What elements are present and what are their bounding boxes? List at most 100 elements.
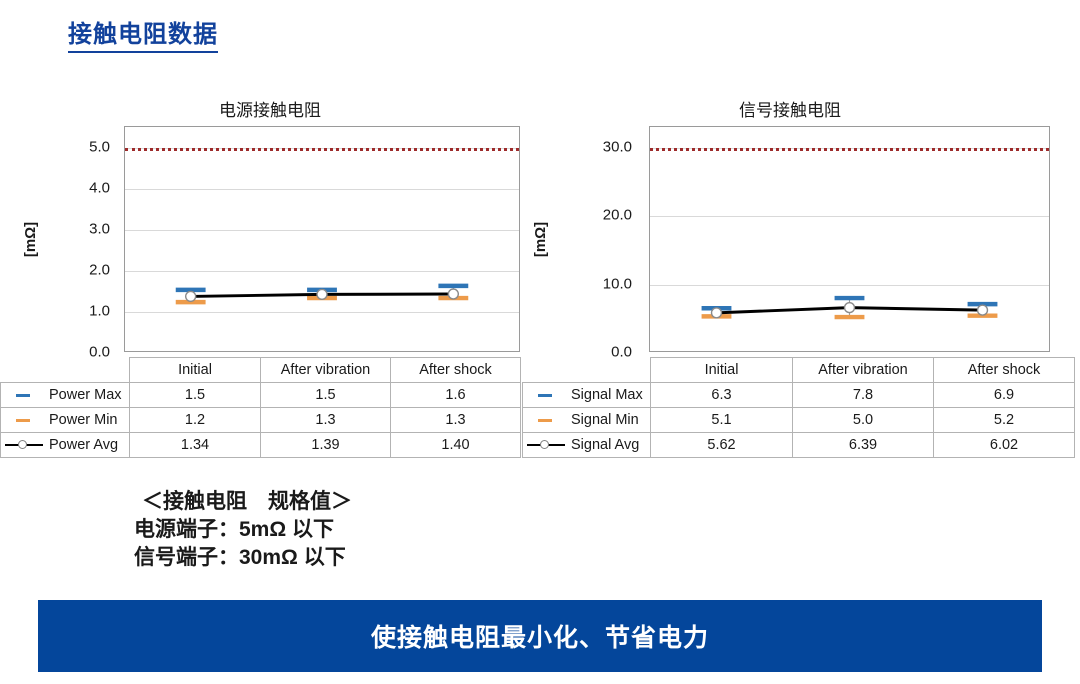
table-cell-value: 1.6 (390, 382, 521, 408)
table-cell-value: 6.3 (650, 382, 793, 408)
table-cell-value: 5.2 (933, 407, 1075, 433)
table-cell-value: 1.5 (129, 382, 261, 408)
legend-label: Power Min (49, 412, 118, 428)
data-table-power: Initial After vibration After shock Power M… (0, 357, 521, 458)
y-tick-label: 30.0 (602, 138, 632, 156)
avg-series-marker (184, 290, 197, 303)
legend-label: Signal Min (571, 412, 639, 428)
chart-title-signal: 信号接触电阻 (739, 101, 841, 120)
y-tick-label: 10.0 (602, 275, 632, 292)
avg-series-marker (447, 288, 460, 300)
spec-power-line: 电源端子：5mΩ 以下 (134, 518, 335, 541)
y-tick-label: 0.0 (611, 343, 632, 361)
column-header: Initial (129, 357, 261, 383)
y-tick-label: 0.0 (89, 343, 110, 361)
y-ticks-signal: 0.0 10.0 20.0 30.0 (586, 126, 638, 360)
avg-series-marker (976, 304, 989, 316)
avg-series-marker (316, 288, 328, 301)
table-row: Signal Avg 5.62 6.39 6.02 (522, 432, 1075, 458)
table-cell-value: 1.40 (390, 432, 521, 458)
table-cell-value: 5.62 (650, 432, 793, 458)
table-cell-value: 1.5 (260, 382, 391, 408)
bottom-banner: 使接触电阻最小化、节省电力 (38, 600, 1042, 672)
plot-row-signal: [mΩ] 0.0 10.0 20.0 30.0 (530, 126, 1050, 361)
spec-limit-line (125, 147, 519, 151)
table-row: Power Avg 1.34 1.39 1.40 (0, 432, 521, 458)
plot-area-signal (649, 126, 1050, 352)
y-axis-label-power: [mΩ] (20, 126, 42, 352)
y-tick-label: 20.0 (602, 206, 632, 224)
legend-cell-power: Power Avg (0, 432, 130, 458)
table-cell-value: 7.8 (792, 382, 934, 408)
legend-cell-signal: Signal Min (522, 407, 651, 433)
table-row: Power Min 1.2 1.3 1.3 (0, 407, 521, 433)
y-ticks-power: 0.0 1.0 2.0 3.0 4.0 5.0 (64, 126, 116, 360)
table-cell-value: 6.39 (792, 432, 934, 458)
line-circle-icon (5, 438, 43, 452)
table-row: Signal Min 5.1 5.0 5.2 (522, 407, 1075, 433)
y-tick-label: 1.0 (89, 302, 110, 320)
spec-text-block: ＜接触电阻 规格值＞ 电源端子：5mΩ 以下 信号端子：30mΩ 以下 (134, 488, 352, 572)
plot-svg-power (175, 283, 469, 305)
y-axis-label-signal-text: [mΩ] (532, 221, 550, 257)
table-row: Signal Max 6.3 7.8 6.9 (522, 382, 1075, 408)
y-tick-label: 2.0 (89, 261, 110, 279)
plot-svg-signal (701, 295, 998, 320)
column-header: Initial (650, 357, 793, 383)
legend-label: Signal Max (571, 387, 643, 403)
plot-area-power (124, 126, 520, 352)
gridline (125, 229, 519, 231)
y-axis-label-signal: [mΩ] (530, 126, 552, 352)
table-cell-value: 1.3 (260, 407, 391, 433)
y-tick-label: 5.0 (89, 138, 110, 156)
column-header: After shock (390, 357, 521, 383)
dash-blue-icon (527, 388, 565, 402)
gridline (125, 188, 519, 190)
table-cell-value: 5.0 (792, 407, 934, 433)
dash-orange-icon (5, 413, 43, 427)
gridline (125, 311, 519, 313)
table-corner-cell (1, 358, 130, 383)
gridline (650, 216, 1049, 218)
table-header-row: Initial After vibration After shock (1, 357, 521, 383)
legend-label: Power Avg (49, 437, 119, 453)
spec-signal-line: 信号端子：30mΩ 以下 (134, 546, 346, 569)
column-header: After shock (933, 357, 1075, 383)
y-tick-label: 4.0 (89, 179, 110, 197)
chart-signal-contact-resistance: 信号接触电阻 [mΩ] 0.0 10.0 20.0 30.0 (530, 100, 1050, 361)
table-cell-value: 6.02 (933, 432, 1075, 458)
legend-cell-power: Power Max (0, 382, 130, 408)
table-cell-value: 1.39 (260, 432, 391, 458)
chart-power-contact-resistance: 电源接触电阻 [mΩ] 0.0 1.0 2.0 3.0 4.0 5.0 (20, 100, 520, 361)
legend-cell-signal: Signal Max (522, 382, 651, 408)
avg-series-marker (843, 301, 856, 314)
spec-heading: ＜接触电阻 规格值＞ (142, 490, 352, 513)
line-circle-icon (527, 438, 565, 452)
column-header: After vibration (792, 357, 934, 383)
data-table-signal: Initial After vibration After shock Signal … (522, 357, 1075, 458)
y-axis-label-power-text: [mΩ] (22, 221, 40, 257)
y-tick-label: 3.0 (89, 220, 110, 238)
table-cell-value: 6.9 (933, 382, 1075, 408)
page-title: 接触电阻数据 (68, 21, 218, 54)
table-row: Power Max 1.5 1.5 1.6 (0, 382, 521, 408)
table-header-row: Initial After vibration After shock (523, 357, 1075, 383)
column-header: After vibration (260, 357, 391, 383)
table-cell-value: 1.2 (129, 407, 261, 433)
legend-label: Signal Avg (571, 437, 640, 453)
gridline (650, 284, 1049, 286)
table-cell-value: 1.3 (390, 407, 521, 433)
legend-label: Power Max (49, 387, 122, 403)
table-corner-cell (523, 358, 651, 383)
avg-series-marker (710, 307, 723, 319)
dash-blue-icon (5, 388, 43, 402)
table-cell-value: 1.34 (129, 432, 261, 458)
dash-orange-icon (527, 413, 565, 427)
banner-text: 使接触电阻最小化、节省电力 (370, 624, 709, 652)
legend-cell-power: Power Min (0, 407, 130, 433)
table-cell-value: 5.1 (650, 407, 793, 433)
legend-cell-signal: Signal Avg (522, 432, 651, 458)
gridline (125, 270, 519, 272)
plot-row-power: [mΩ] 0.0 1.0 2.0 3.0 4.0 5.0 (20, 126, 520, 361)
chart-title-power: 电源接触电阻 (219, 101, 321, 120)
